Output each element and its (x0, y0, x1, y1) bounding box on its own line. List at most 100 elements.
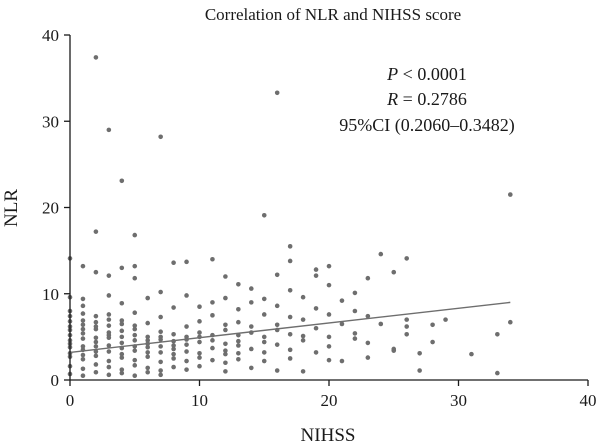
data-point (184, 358, 189, 364)
data-point (184, 342, 189, 347)
data-point (145, 369, 150, 375)
x-tick-label: 20 (321, 391, 338, 410)
data-point (287, 331, 293, 337)
data-points (67, 55, 513, 378)
data-point (171, 346, 176, 352)
data-point (132, 348, 138, 353)
data-point (391, 346, 397, 352)
data-point (261, 312, 267, 317)
data-point (158, 329, 163, 335)
data-point (184, 367, 189, 372)
data-point (404, 331, 410, 337)
data-point (352, 336, 358, 341)
data-point (132, 326, 138, 332)
data-point (326, 282, 332, 288)
ci-annotation: 95%CI (0.2060–0.3482) (339, 115, 514, 136)
data-point (300, 333, 306, 339)
data-point (261, 358, 267, 364)
r-value-annotation: R = 0.2786 (386, 89, 467, 109)
data-point (145, 354, 150, 360)
data-point (171, 343, 176, 348)
p-value-text: < 0.0001 (398, 64, 467, 84)
data-point (106, 332, 112, 338)
data-point (119, 300, 125, 306)
data-point (210, 313, 215, 318)
data-point (197, 355, 202, 360)
data-point (495, 370, 500, 376)
data-point (313, 350, 319, 355)
data-point (210, 345, 215, 351)
data-point (469, 351, 474, 357)
data-point (287, 288, 293, 293)
data-point (236, 319, 241, 325)
data-point (171, 364, 176, 370)
data-point (508, 192, 513, 197)
data-point (326, 357, 332, 363)
data-point (287, 356, 293, 361)
data-point (145, 334, 150, 340)
data-point (80, 303, 86, 309)
data-point (391, 269, 397, 275)
data-point (404, 256, 410, 261)
data-point (93, 335, 99, 341)
data-point (249, 365, 254, 371)
data-point (119, 367, 125, 372)
x-tick-label: 10 (191, 391, 208, 410)
data-point (313, 325, 319, 331)
data-point (249, 324, 254, 329)
data-point (404, 317, 410, 322)
data-point (236, 350, 241, 356)
data-point (184, 349, 189, 354)
data-point (106, 312, 112, 317)
data-point (93, 319, 99, 325)
data-point (158, 372, 163, 378)
data-point (80, 336, 86, 341)
data-point (274, 272, 280, 278)
data-point (378, 251, 384, 257)
plot-area: 0 10 20 30 40 0 10 20 30 40 (42, 26, 597, 410)
data-point (197, 330, 202, 335)
data-point (223, 274, 228, 279)
data-point (171, 351, 176, 357)
data-point (287, 258, 293, 264)
data-point (119, 355, 125, 360)
data-point (145, 295, 150, 301)
data-point (80, 352, 86, 358)
data-point (119, 178, 125, 184)
data-point (119, 340, 125, 346)
data-point (106, 323, 112, 328)
data-point (313, 273, 319, 278)
x-tick-label: 30 (450, 391, 467, 410)
data-point (80, 373, 86, 378)
data-point (145, 320, 150, 326)
data-point (93, 344, 99, 349)
data-point (339, 321, 345, 327)
data-point (287, 314, 293, 320)
data-point (223, 341, 228, 347)
data-point (495, 331, 500, 337)
data-point (80, 326, 86, 332)
data-point (326, 334, 332, 340)
y-axis-label: NLR (1, 189, 22, 227)
data-point (236, 306, 241, 312)
data-point (132, 323, 138, 328)
data-point (106, 364, 112, 370)
data-point (236, 281, 241, 287)
data-point (365, 313, 371, 319)
data-point (249, 346, 254, 352)
data-point (365, 340, 371, 346)
data-point (93, 362, 99, 367)
data-point (223, 369, 228, 374)
data-point (339, 298, 345, 303)
data-point (93, 313, 99, 319)
data-point (261, 339, 267, 345)
data-point (119, 351, 125, 357)
data-point (119, 328, 125, 334)
data-point (223, 295, 228, 301)
data-point (93, 269, 99, 275)
chart-title: Correlation of NLR and NIHSS score (205, 5, 461, 24)
data-point (93, 349, 99, 354)
data-point (132, 338, 138, 343)
data-point (171, 331, 176, 337)
